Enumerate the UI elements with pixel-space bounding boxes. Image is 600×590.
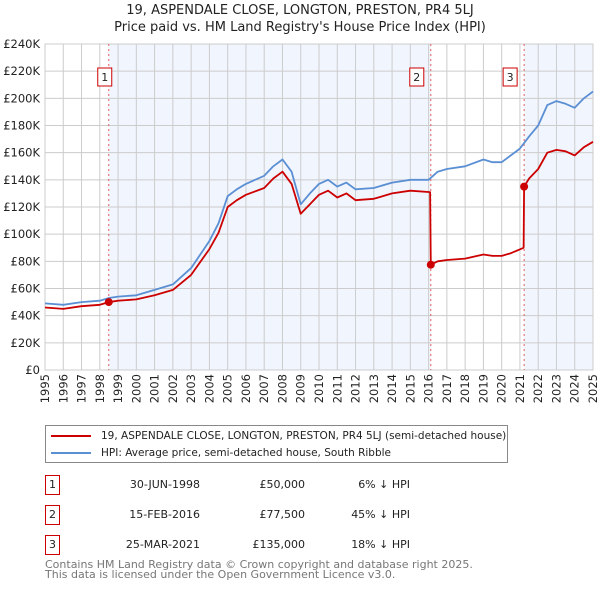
x-tick-label: 2016: [422, 374, 436, 403]
x-tick-label: 2004: [202, 374, 216, 403]
sale-label-box: [502, 67, 518, 87]
sale-row: 3 25-MAR-2021 £135,000 18% ↓ HPI: [45, 535, 445, 555]
x-tick-label: 2014: [385, 374, 399, 403]
sale-price: £77,500: [259, 508, 306, 521]
x-tick-label: 1998: [93, 374, 107, 403]
y-tick-label: £40K: [11, 309, 41, 323]
hpi-line: [44, 90, 594, 306]
x-tick-label: 2006: [239, 374, 253, 403]
legend-swatch-blue: [51, 452, 91, 454]
sale-hpi-diff: 45% ↓ HPI: [351, 508, 410, 521]
sale-price: £50,000: [259, 478, 306, 491]
sale-price: £135,000: [252, 538, 306, 551]
legend: 19, ASPENDALE CLOSE, LONGTON, PRESTON, P…: [45, 425, 508, 463]
x-tick-label: 1996: [56, 374, 70, 403]
x-tick-label: 2023: [549, 374, 563, 403]
x-tick-label: 1997: [75, 374, 89, 403]
sale-label: 2: [413, 71, 420, 84]
x-tick-label: 2025: [586, 374, 600, 403]
chart-title: 19, ASPENDALE CLOSE, LONGTON, PRESTON, P…: [126, 3, 474, 18]
y-tick-label: £0: [25, 363, 40, 377]
y-tick-label: £240K: [3, 37, 40, 51]
x-tick-label: 2008: [275, 374, 289, 403]
y-tick-label: £60K: [11, 282, 41, 296]
x-tick-label: 2001: [148, 374, 162, 403]
sale-label: 3: [507, 71, 514, 84]
y-tick-label: £100K: [3, 227, 40, 241]
sale-date: 25-MAR-2021: [125, 538, 200, 551]
sale-label-box: [97, 67, 113, 87]
x-tick-label: 2000: [129, 374, 143, 403]
y-tick-label: £220K: [3, 64, 40, 78]
y-tick-label: £180K: [3, 119, 40, 133]
x-tick-label: 2020: [495, 374, 509, 403]
x-tick-label: 2005: [221, 374, 235, 403]
legend-swatch-red: [51, 435, 91, 437]
x-tick-label: 2018: [458, 374, 472, 403]
x-tick-label: 2019: [476, 374, 490, 403]
x-tick-label: 2009: [294, 374, 308, 403]
footer: Contains HM Land Registry data © Crown c…: [45, 558, 473, 581]
y-tick-label: £140K: [3, 173, 40, 187]
sale-hpi-diff: 18% ↓ HPI: [351, 538, 410, 551]
x-tick-label: 2015: [403, 374, 417, 403]
y-tick-label: £80K: [11, 254, 41, 268]
sale-row: 1 30-JUN-1998 £50,000 6% ↓ HPI: [45, 475, 445, 495]
legend-item-hpi: HPI: Average price, semi-detached house,…: [46, 445, 391, 461]
chart-subtitle: Price paid vs. HM Land Registry's House …: [114, 20, 486, 35]
y-tick-label: £20K: [11, 336, 41, 350]
sale-marker-label: 1: [45, 475, 60, 495]
sale-row: 2 15-FEB-2016 £77,500 45% ↓ HPI: [45, 505, 445, 525]
sale-point: [104, 298, 113, 307]
y-tick-label: £160K: [3, 146, 40, 160]
x-tick-label: 2013: [367, 374, 381, 403]
x-tick-label: 2010: [312, 374, 326, 403]
sale-label: 1: [101, 71, 108, 84]
sale-date: 30-JUN-1998: [129, 478, 200, 491]
sale-date: 15-FEB-2016: [129, 508, 200, 521]
x-tick-label: 2012: [349, 374, 363, 403]
x-tick-label: 2022: [531, 374, 545, 403]
sale-label-box: [409, 67, 425, 87]
x-tick-label: 1995: [38, 374, 52, 403]
sale-marker-label: 3: [45, 535, 60, 555]
x-tick-label: 2003: [184, 374, 198, 403]
legend-label-hpi: HPI: Average price, semi-detached house,…: [101, 447, 392, 459]
sale-point: [426, 260, 435, 269]
x-tick-label: 1999: [111, 374, 125, 403]
x-tick-label: 2024: [568, 374, 582, 403]
x-tick-label: 2021: [513, 374, 527, 403]
sale-hpi-diff: 6% ↓ HPI: [358, 478, 410, 491]
x-tick-label: 2011: [330, 374, 344, 403]
y-tick-label: £200K: [3, 91, 40, 105]
y-tick-label: £120K: [3, 200, 40, 214]
footer-copyright: Contains HM Land Registry data © Crown c…: [45, 558, 473, 571]
x-tick-label: 2007: [257, 374, 271, 403]
legend-label-price: 19, ASPENDALE CLOSE, LONGTON, PRESTON, P…: [101, 430, 507, 442]
sale-marker-label: 2: [45, 505, 60, 525]
legend-item-price: 19, ASPENDALE CLOSE, LONGTON, PRESTON, P…: [46, 428, 506, 444]
x-tick-label: 2017: [440, 374, 454, 403]
price-chart: £0 £20K £40K £60K £80K £100K £120K £140K £160K £1…: [3, 37, 600, 403]
sale-point: [520, 182, 529, 191]
footer-licence: This data is licensed under the Open Gov…: [45, 568, 396, 581]
x-tick-label: 2002: [166, 374, 180, 403]
plot-frame: [44, 43, 594, 371]
